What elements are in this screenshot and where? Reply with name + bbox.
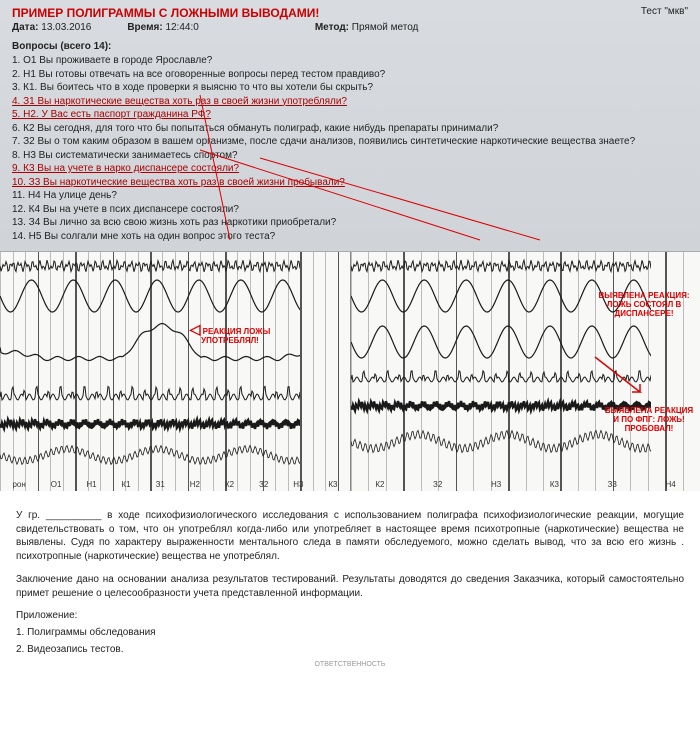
red-label-right-bottom: ВЫЯВЛЕНА РЕАКЦИЯ И ПО ФПГ: ЛОЖЬ! ПРОБОВА…: [604, 407, 694, 433]
question-row: 4. З1 Вы наркотические вещества хоть раз…: [12, 95, 688, 109]
question-row: 9. К3 Вы на учете в нарко диспансере сос…: [12, 162, 688, 176]
attachment-2: 2. Видеозапись тестов.: [16, 644, 684, 655]
channel-6-left: [0, 440, 300, 470]
channel-5-left: [0, 410, 300, 438]
attachment-header: Приложение:: [16, 610, 684, 621]
stamp-text: ОТВЕТСТВЕННОСТЬ: [16, 661, 684, 668]
track-label: Н1: [86, 480, 96, 489]
red-label-left: ◁ РЕАКЦИЯ ЛОЖЫ УПОТРЕБЛЯЛ!: [170, 322, 290, 346]
document-header-panel: ПРИМЕР ПОЛИГРАММЫ С ЛОЖНЫМИ ВЫВОДАМИ! Те…: [0, 0, 700, 251]
channel-4-left: [0, 382, 300, 412]
chart-right: ВЫЯВЛЕНА РЕАКЦИЯ: ЛОЖЬ СОСТОЯЛ В ДИСПАНС…: [350, 252, 700, 491]
track-label: К1: [122, 480, 131, 489]
meta-row: Дата: 13.03.2016 Время: 12:44:0 Метод: П…: [12, 22, 688, 33]
question-row: 12. К4 Вы на учете в псих диспансере сос…: [12, 203, 688, 217]
test-field: Тест "мкв": [641, 6, 688, 20]
question-row: 6. К2 Вы сегодня, для того что бы попыта…: [12, 122, 688, 136]
question-row: 14. Н5 Вы солгали мне хоть на один вопро…: [12, 230, 688, 244]
red-arrow-icon: [590, 352, 650, 402]
track-label: Н4: [665, 480, 675, 489]
channel-2-left: [0, 276, 300, 316]
question-row: 8. Н3 Вы систематически занимаетесь спор…: [12, 149, 688, 163]
attachment-1: 1. Полиграммы обследования: [16, 627, 684, 638]
track-label: Н2: [190, 480, 200, 489]
track-label: З3: [608, 480, 617, 489]
conclusion-section: У гр. __________ в ходе психофизиологиче…: [0, 491, 700, 676]
question-row: 7. З2 Вы о том каким образом в вашем орг…: [12, 135, 688, 149]
red-label-right-top: ВЫЯВЛЕНА РЕАКЦИЯ: ЛОЖЬ СОСТОЯЛ В ДИСПАНС…: [594, 292, 694, 318]
question-row: 13. З4 Вы лично за всю свою жизнь хоть р…: [12, 216, 688, 230]
warning-title: ПРИМЕР ПОЛИГРАММЫ С ЛОЖНЫМИ ВЫВОДАМИ!: [12, 6, 319, 20]
track-label: К3: [328, 480, 337, 489]
track-label: К3: [550, 480, 559, 489]
channel-1-left: [0, 256, 300, 276]
question-row: 1. О1 Вы проживаете в городе Ярославле?: [12, 54, 688, 68]
channel-1-right: [351, 256, 651, 276]
question-row: 11. Н4 На улице день?: [12, 189, 688, 203]
question-row: 3. К1. Вы боитесь что в ходе проверки я …: [12, 81, 688, 95]
track-label: Н3: [491, 480, 501, 489]
track-label: К2: [225, 480, 234, 489]
track-label: рон: [12, 480, 25, 489]
question-row: 5. Н2. У Вас есть паспорт гражданина РФ?: [12, 108, 688, 122]
chart-left: ◁ РЕАКЦИЯ ЛОЖЫ УПОТРЕБЛЯЛ! рон О1 Н1 К1 З1 Н2…: [0, 252, 350, 491]
question-row: 10. З3 Вы наркотические вещества хоть ра…: [12, 176, 688, 190]
track-labels-left: рон О1 Н1 К1 З1 Н2 К2 З2 Н3 К3: [0, 480, 350, 489]
questions-header: Вопросы (всего 14):: [12, 41, 688, 52]
track-label: З2: [259, 480, 268, 489]
conclusion-para-2: Заключение дано на основании анализа рез…: [16, 573, 684, 600]
track-labels-right: К2 З2 Н3 К3 З3 Н4: [351, 480, 700, 489]
track-label: О1: [51, 480, 62, 489]
questions-list: 1. О1 Вы проживаете в городе Ярославле?2…: [12, 54, 688, 243]
polygraph-charts: ◁ РЕАКЦИЯ ЛОЖЫ УПОТРЕБЛЯЛ! рон О1 Н1 К1 З1 Н2…: [0, 251, 700, 491]
track-label: К2: [375, 480, 384, 489]
conclusion-para-1: У гр. __________ в ходе психофизиологиче…: [16, 509, 684, 563]
track-label: З1: [156, 480, 165, 489]
track-label: Н3: [293, 480, 303, 489]
question-row: 2. Н1 Вы готовы отвечать на все оговорен…: [12, 68, 688, 82]
track-label: З2: [433, 480, 442, 489]
